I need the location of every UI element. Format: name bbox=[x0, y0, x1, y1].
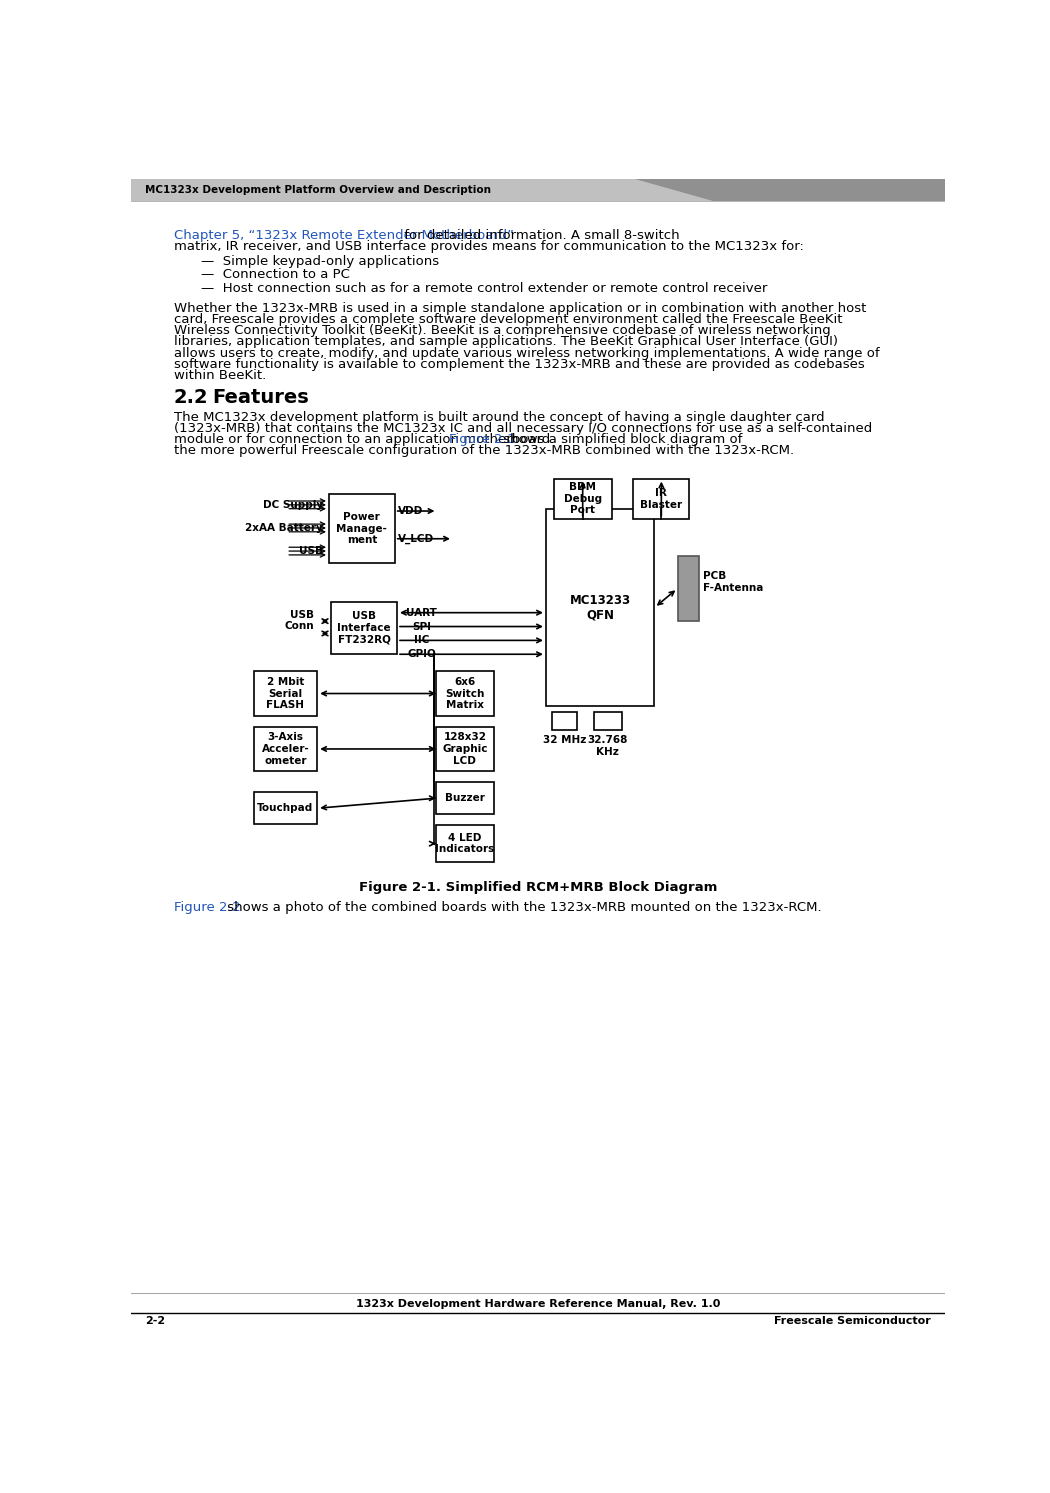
Text: shows a photo of the combined boards with the 1323x-MRB mounted on the 1323x-RCM: shows a photo of the combined boards wit… bbox=[223, 900, 822, 914]
Text: card, Freescale provides a complete software development environment called the : card, Freescale provides a complete soft… bbox=[174, 314, 842, 325]
Text: MC1323x Development Platform Overview and Description: MC1323x Development Platform Overview an… bbox=[145, 185, 491, 196]
Text: the more powerful Freescale configuration of the 1323x-MRB combined with the 132: the more powerful Freescale configuratio… bbox=[174, 445, 794, 457]
Text: IR
Blaster: IR Blaster bbox=[640, 488, 682, 509]
Text: (1323x-MRB) that contains the MC1323x IC and all necessary I/O connections for u: (1323x-MRB) that contains the MC1323x IC… bbox=[174, 423, 873, 434]
Bar bbox=[436, 826, 494, 861]
Bar bbox=[254, 793, 317, 824]
Text: for detailed information. A small 8-switch: for detailed information. A small 8-swit… bbox=[400, 230, 680, 242]
Text: Figure 2-1: Figure 2-1 bbox=[449, 433, 517, 446]
Text: IIC: IIC bbox=[414, 636, 429, 645]
Bar bbox=[552, 712, 576, 730]
Text: software functionality is available to complement the 1323x-MRB and these are pr: software functionality is available to c… bbox=[174, 358, 864, 370]
Text: GPIO: GPIO bbox=[407, 649, 436, 660]
Text: Power
Manage-
ment: Power Manage- ment bbox=[336, 512, 387, 545]
Text: Wireless Connectivity Toolkit (BeeKit). BeeKit is a comprehensive codebase of wi: Wireless Connectivity Toolkit (BeeKit). … bbox=[174, 324, 831, 337]
Text: within BeeKit.: within BeeKit. bbox=[174, 369, 266, 382]
Text: 2 Mbit
Serial
FLASH: 2 Mbit Serial FLASH bbox=[267, 676, 304, 711]
Text: —  Connection to a PC: — Connection to a PC bbox=[201, 269, 350, 281]
Text: MC13233
QFN: MC13233 QFN bbox=[569, 594, 631, 621]
Text: USB: USB bbox=[298, 546, 322, 555]
Bar bbox=[254, 672, 317, 715]
Bar bbox=[329, 494, 395, 563]
Text: SPI: SPI bbox=[413, 621, 432, 632]
Text: 2xAA Battery: 2xAA Battery bbox=[245, 523, 322, 533]
Bar bbox=[436, 782, 494, 814]
Text: Chapter 5, “1323x Remote Extender Motherboard”: Chapter 5, “1323x Remote Extender Mother… bbox=[174, 230, 513, 242]
Text: PCB
F-Antenna: PCB F-Antenna bbox=[704, 572, 763, 593]
Bar bbox=[331, 602, 397, 654]
Bar bbox=[131, 179, 945, 200]
Text: BDM
Debug
Port: BDM Debug Port bbox=[564, 482, 602, 515]
Bar bbox=[546, 509, 654, 706]
Text: libraries, application templates, and sample applications. The BeeKit Graphical : libraries, application templates, and sa… bbox=[174, 336, 838, 348]
Text: Whether the 1323x-MRB is used in a simple standalone application or in combinati: Whether the 1323x-MRB is used in a simpl… bbox=[174, 302, 866, 315]
Bar bbox=[633, 479, 689, 518]
Text: module or for connection to an application motherboard.: module or for connection to an applicati… bbox=[174, 433, 559, 446]
Text: 3-Axis
Acceler-
ometer: 3-Axis Acceler- ometer bbox=[261, 733, 310, 766]
Text: The MC1323x development platform is built around the concept of having a single : The MC1323x development platform is buil… bbox=[174, 411, 824, 424]
Text: 6x6
Switch
Matrix: 6x6 Switch Matrix bbox=[445, 676, 484, 711]
Text: UART: UART bbox=[406, 608, 437, 618]
Bar bbox=[594, 712, 622, 730]
Polygon shape bbox=[635, 179, 945, 200]
Text: V_LCD: V_LCD bbox=[398, 533, 434, 543]
Text: 1323x Development Hardware Reference Manual, Rev. 1.0: 1323x Development Hardware Reference Man… bbox=[356, 1299, 720, 1309]
Bar bbox=[436, 727, 494, 772]
Bar bbox=[677, 555, 699, 621]
Text: Touchpad: Touchpad bbox=[257, 803, 314, 814]
Text: 32.768
KHz: 32.768 KHz bbox=[588, 735, 628, 757]
Text: 32 MHz: 32 MHz bbox=[543, 735, 586, 745]
Text: Freescale Semiconductor: Freescale Semiconductor bbox=[774, 1315, 931, 1326]
Text: 128x32
Graphic
LCD: 128x32 Graphic LCD bbox=[442, 733, 487, 766]
Text: Figure 2-1. Simplified RCM+MRB Block Diagram: Figure 2-1. Simplified RCM+MRB Block Dia… bbox=[359, 881, 717, 894]
Text: shows a simplified block diagram of: shows a simplified block diagram of bbox=[499, 433, 742, 446]
Text: USB
Interface
FT232RQ: USB Interface FT232RQ bbox=[337, 612, 391, 645]
Text: VDD: VDD bbox=[398, 506, 423, 517]
Text: DC Supply: DC Supply bbox=[262, 500, 322, 511]
Text: allows users to create, modify, and update various wireless networking implement: allows users to create, modify, and upda… bbox=[174, 346, 880, 360]
Text: —  Host connection such as for a remote control extender or remote control recei: — Host connection such as for a remote c… bbox=[201, 282, 768, 294]
Bar bbox=[254, 727, 317, 772]
Bar bbox=[553, 479, 612, 518]
Text: matrix, IR receiver, and USB interface provides means for communication to the M: matrix, IR receiver, and USB interface p… bbox=[174, 240, 803, 254]
Text: 2-2: 2-2 bbox=[145, 1315, 165, 1326]
Text: USB
Conn: USB Conn bbox=[285, 609, 314, 632]
Bar bbox=[436, 672, 494, 715]
Text: 2.2: 2.2 bbox=[174, 388, 209, 406]
Text: 4 LED
Indicators: 4 LED Indicators bbox=[436, 833, 495, 854]
Text: Buzzer: Buzzer bbox=[445, 793, 485, 803]
Text: Figure 2-2: Figure 2-2 bbox=[174, 900, 240, 914]
Text: —  Simple keypad-only applications: — Simple keypad-only applications bbox=[201, 255, 439, 267]
Text: Features: Features bbox=[212, 388, 310, 406]
